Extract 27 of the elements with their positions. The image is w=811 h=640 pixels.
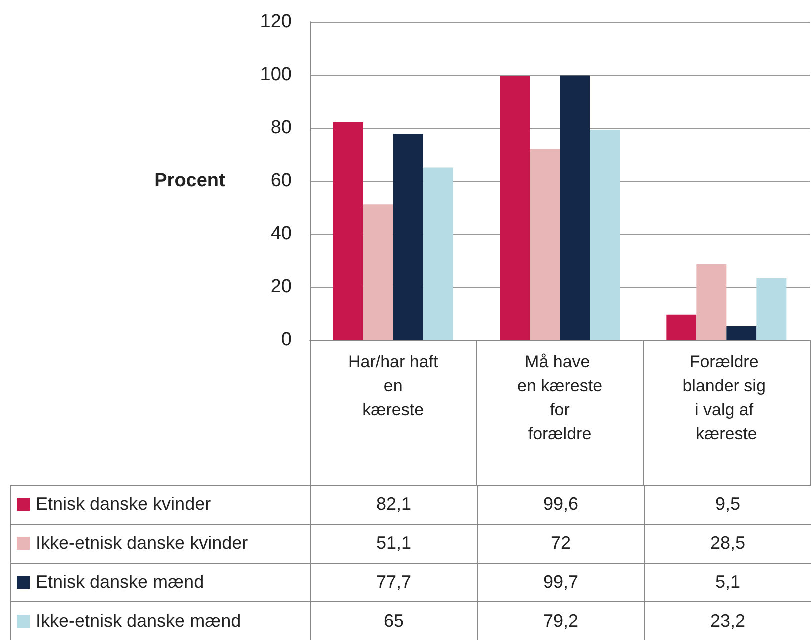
data-label: 77,7 — [310, 563, 478, 602]
y-tick-label: 20 — [270, 276, 292, 298]
data-label: 51,1 — [310, 524, 478, 563]
data-label: 28,5 — [644, 524, 811, 563]
y-tick-label: 40 — [270, 224, 292, 244]
data-label: 9,5 — [644, 486, 811, 524]
legend-label: Etnisk danske kvinder — [36, 494, 212, 514]
data-label: 72 — [478, 524, 644, 563]
y-axis-title: Procent — [154, 170, 226, 192]
data-label: 65 — [310, 602, 478, 640]
x-tick-label: Har/har haft en kæreste — [348, 352, 438, 420]
data-label: 5,1 — [644, 563, 811, 602]
y-tick-label: 100 — [260, 64, 292, 86]
data-label: 23,2 — [644, 602, 811, 640]
data-label: 99,7 — [478, 563, 644, 602]
data-label: 82,1 — [310, 486, 478, 524]
legend-label: Etnisk danske mænd — [36, 572, 204, 592]
data-label: 79,2 — [478, 602, 644, 640]
x-tick-label: Forældre blander sig i valg af kæreste — [682, 352, 771, 444]
y-tick-label: 60 — [270, 170, 292, 192]
y-tick-label: 120 — [260, 12, 292, 32]
y-tick-label: 0 — [281, 330, 292, 350]
y-tick-label: 80 — [270, 118, 292, 138]
legend-label: Ikke-etnisk danske kvinder — [36, 533, 248, 554]
legend-label: Ikke-etnisk danske mænd — [36, 610, 242, 631]
data-label: 99,6 — [478, 486, 644, 524]
x-tick-label: Må have en kæreste for forældre — [517, 352, 603, 444]
